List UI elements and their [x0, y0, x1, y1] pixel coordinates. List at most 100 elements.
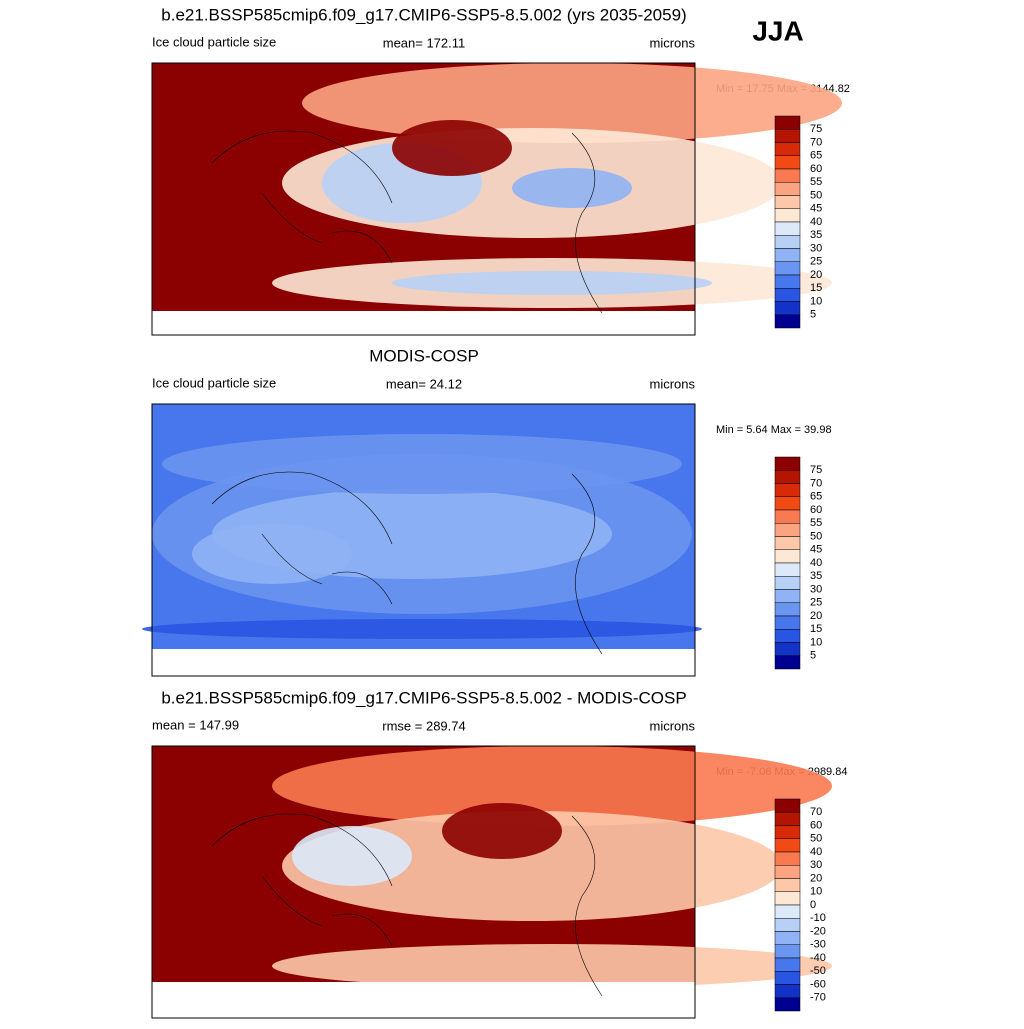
colorbar-label: -50 [810, 965, 826, 977]
map-frame [151, 403, 696, 677]
colorbar-box [774, 878, 801, 892]
antarctica [152, 982, 695, 1018]
colorbar-box [774, 314, 801, 329]
colorbar-label: 0 [810, 899, 816, 911]
colorbar-label: 45 [810, 544, 822, 556]
right-label: microns [649, 718, 695, 733]
colorbar-label: -40 [810, 952, 826, 964]
panel-title: b.e21.BSSP585cmip6.f09_g17.CMIP6-SSP5-8.… [161, 688, 686, 707]
colorbar-label: 60 [810, 504, 822, 516]
colorbar-box [774, 456, 801, 471]
colorbar-box [774, 496, 801, 511]
colorbar-label: 50 [810, 530, 822, 542]
colorbar-box [774, 825, 801, 839]
colorbar-box [774, 509, 801, 524]
left-label: Ice cloud particle size [152, 375, 276, 390]
colorbar-label: 45 [810, 203, 822, 215]
map-shading [282, 811, 782, 921]
colorbar-box [774, 798, 801, 813]
colorbar-label: -30 [810, 939, 826, 951]
colorbar-box [774, 288, 801, 302]
center-label: rmse = 289.74 [382, 718, 465, 733]
colorbar-label: 15 [810, 623, 822, 635]
colorbar-label: 5 [810, 650, 816, 662]
center-label: mean= 24.12 [386, 376, 462, 391]
colorbar-box [774, 838, 801, 853]
colorbar-label: 35 [810, 229, 822, 241]
colorbar-label: -70 [810, 992, 826, 1004]
map-shading [192, 524, 352, 584]
colorbar-box [774, 301, 801, 315]
colorbar-label: 70 [810, 477, 822, 489]
colorbar-box [774, 274, 801, 289]
colorbar-box [774, 997, 801, 1012]
colorbar-box [774, 931, 801, 945]
colorbar-box [774, 470, 801, 484]
left-label: Ice cloud particle size [152, 34, 276, 49]
colorbar-box [774, 483, 801, 497]
colorbar-box [774, 812, 801, 826]
colorbar-label: 75 [810, 464, 822, 476]
colorbar-label: 40 [810, 846, 822, 858]
map-frame [151, 62, 696, 336]
colorbar-box [774, 655, 801, 670]
colorbar-label: 25 [810, 256, 822, 268]
colorbar-box [774, 891, 801, 906]
colorbar-label: 40 [810, 557, 822, 569]
colorbar-box [774, 536, 801, 550]
panel-title: b.e21.BSSP585cmip6.f09_g17.CMIP6-SSP5-8.… [161, 5, 686, 24]
colorbar-label: 5 [810, 309, 816, 321]
colorbar-box [774, 944, 801, 959]
colorbar-box [774, 195, 801, 209]
antarctica [152, 649, 695, 676]
colorbar-label: 30 [810, 859, 822, 871]
colorbar-box [774, 904, 801, 919]
coastline [211, 813, 603, 997]
map [151, 745, 832, 1019]
colorbar-label: 75 [810, 123, 822, 135]
colorbar-label: -20 [810, 925, 826, 937]
colorbar-box [774, 629, 801, 643]
colorbar-box [774, 562, 801, 577]
map [142, 403, 702, 677]
colorbar-label: 30 [810, 583, 822, 595]
colorbar-box [774, 248, 801, 262]
colorbar-label: 70 [810, 136, 822, 148]
colorbar-label: 55 [810, 517, 822, 529]
colorbar-box [774, 168, 801, 183]
colorbar-label: 25 [810, 597, 822, 609]
map-shading [392, 271, 712, 295]
map-shading [272, 746, 832, 826]
coastline [211, 471, 603, 655]
map-shading [142, 619, 702, 639]
map-shading [392, 120, 512, 176]
colorbar-box [774, 576, 801, 590]
colorbar-label: 10 [810, 886, 822, 898]
right-label: microns [649, 35, 695, 50]
colorbar-box [774, 129, 801, 143]
colorbar-label: -60 [810, 978, 826, 990]
coastline [211, 130, 603, 314]
colorbar-box [774, 971, 801, 985]
map-shading [272, 944, 832, 988]
colorbar-box [774, 957, 801, 972]
colorbar-box [774, 142, 801, 156]
colorbar-label: 20 [810, 610, 822, 622]
panel-title: MODIS-COSP [369, 346, 479, 365]
colorbar-label: 65 [810, 491, 822, 503]
colorbar-label: 65 [810, 150, 822, 162]
map-shading [442, 803, 562, 859]
colorbar-label: 30 [810, 242, 822, 254]
colorbar-box [774, 642, 801, 656]
colorbar-label: 70 [810, 806, 822, 818]
center-label: mean= 172.11 [383, 35, 466, 50]
colorbar-box [774, 602, 801, 617]
colorbar-label: 60 [810, 819, 822, 831]
map-shading [512, 168, 632, 208]
left-label: mean = 147.99 [152, 717, 239, 732]
colorbar-box [774, 261, 801, 276]
colorbar-label: 50 [810, 189, 822, 201]
season-label: JJA [752, 15, 803, 46]
colorbar-box [774, 549, 801, 564]
map [151, 62, 842, 336]
